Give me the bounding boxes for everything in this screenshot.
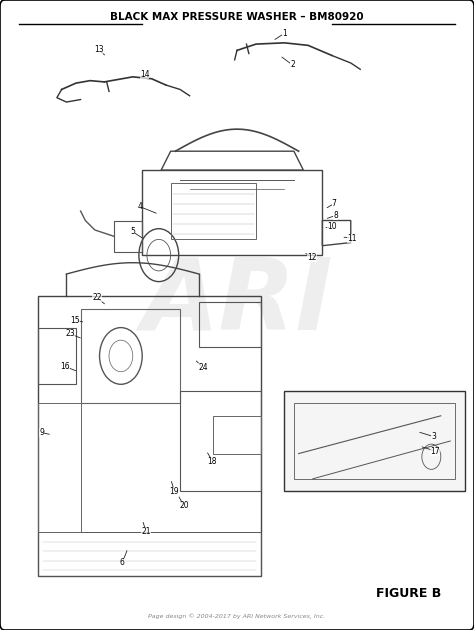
Text: BLACK MAX PRESSURE WASHER – BM80920: BLACK MAX PRESSURE WASHER – BM80920 bbox=[110, 12, 364, 22]
Text: FIGURE B: FIGURE B bbox=[375, 587, 441, 600]
Text: Page design © 2004-2017 by ARI Network Services, Inc.: Page design © 2004-2017 by ARI Network S… bbox=[148, 613, 326, 619]
Text: 6: 6 bbox=[120, 558, 125, 567]
Text: 11: 11 bbox=[347, 234, 356, 243]
Text: 2: 2 bbox=[290, 60, 295, 69]
Text: 16: 16 bbox=[61, 362, 70, 371]
Text: 9: 9 bbox=[39, 428, 44, 437]
Text: 10: 10 bbox=[327, 222, 337, 231]
Text: 13: 13 bbox=[94, 45, 103, 54]
Text: 23: 23 bbox=[65, 329, 75, 338]
Text: 19: 19 bbox=[170, 487, 179, 496]
Text: 4: 4 bbox=[137, 202, 142, 211]
Text: 24: 24 bbox=[198, 363, 208, 372]
Bar bbox=[284, 391, 465, 491]
Text: 5: 5 bbox=[130, 227, 135, 236]
Text: 8: 8 bbox=[333, 211, 338, 220]
Text: 17: 17 bbox=[430, 447, 440, 455]
Text: 12: 12 bbox=[307, 253, 317, 261]
Text: 14: 14 bbox=[140, 70, 149, 79]
Text: 18: 18 bbox=[208, 457, 217, 466]
Text: 21: 21 bbox=[141, 527, 151, 536]
Text: 3: 3 bbox=[431, 432, 436, 441]
Text: 1: 1 bbox=[282, 29, 287, 38]
Text: 15: 15 bbox=[70, 316, 80, 324]
Text: 7: 7 bbox=[332, 199, 337, 208]
Text: ARI: ARI bbox=[141, 254, 333, 351]
Text: 20: 20 bbox=[179, 501, 189, 510]
Text: 22: 22 bbox=[92, 294, 102, 302]
